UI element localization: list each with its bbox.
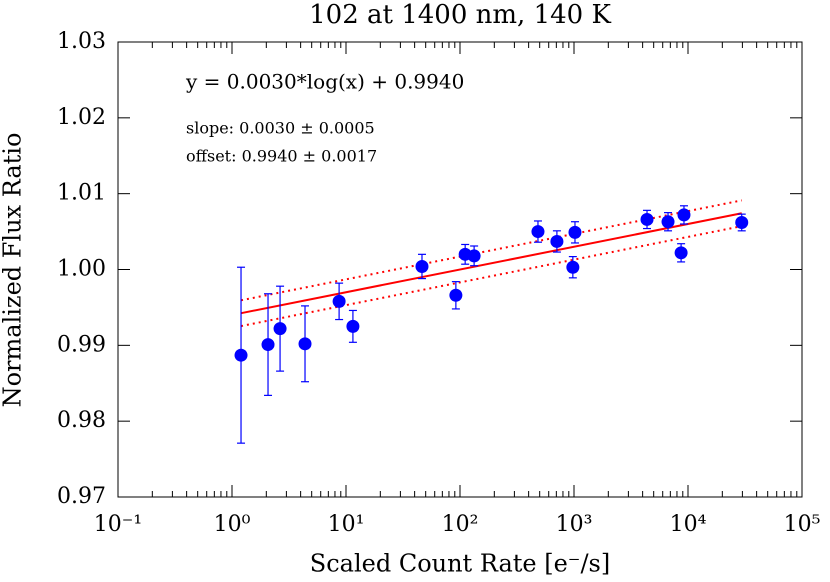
y-tick-label: 0.97 xyxy=(57,484,106,509)
data-point xyxy=(735,215,749,229)
data-point xyxy=(234,348,248,362)
data-point xyxy=(415,259,429,273)
x-tick-label: 10⁴ xyxy=(670,512,707,537)
data-point xyxy=(661,215,675,229)
data-point xyxy=(346,319,360,333)
data-point xyxy=(467,249,481,263)
data-point xyxy=(674,246,688,260)
x-tick-label: 10³ xyxy=(556,512,593,537)
fit-bound xyxy=(240,199,742,302)
offset-label: offset: 0.9940 ± 0.0017 xyxy=(186,147,377,166)
y-tick-label: 1.01 xyxy=(57,181,106,206)
data-point xyxy=(640,212,654,226)
y-axis-label: Normalized Flux Ratio xyxy=(0,133,27,408)
data-point xyxy=(332,294,346,308)
data-point xyxy=(449,288,463,302)
x-tick-label: 10¹ xyxy=(328,512,365,537)
y-tick-label: 1.00 xyxy=(57,257,106,282)
fit-bound xyxy=(240,225,742,328)
x-tick-label: 10⁰ xyxy=(214,512,251,537)
data-point xyxy=(677,208,691,222)
data-point xyxy=(273,322,287,336)
x-tick-label: 10⁵ xyxy=(784,512,821,537)
y-tick-label: 0.98 xyxy=(57,408,106,433)
y-tick-label: 1.03 xyxy=(57,29,106,54)
x-axis-label: Scaled Count Rate [e⁻/s] xyxy=(310,550,610,578)
data-point xyxy=(568,225,582,239)
data-point xyxy=(531,225,545,239)
x-tick-label: 10⁻¹ xyxy=(94,512,142,537)
y-tick-label: 0.99 xyxy=(57,332,106,357)
chart-title: 102 at 1400 nm, 140 K xyxy=(309,0,611,30)
data-point xyxy=(550,234,564,248)
data-point xyxy=(298,337,312,351)
data-point xyxy=(566,260,580,274)
fit-equation: y = 0.0030*log(x) + 0.9940 xyxy=(185,70,464,94)
fit-line xyxy=(240,212,742,315)
slope-label: slope: 0.0030 ± 0.0005 xyxy=(186,119,375,138)
data-point xyxy=(261,338,275,352)
x-tick-label: 10² xyxy=(442,512,479,537)
y-tick-label: 1.02 xyxy=(57,105,106,130)
